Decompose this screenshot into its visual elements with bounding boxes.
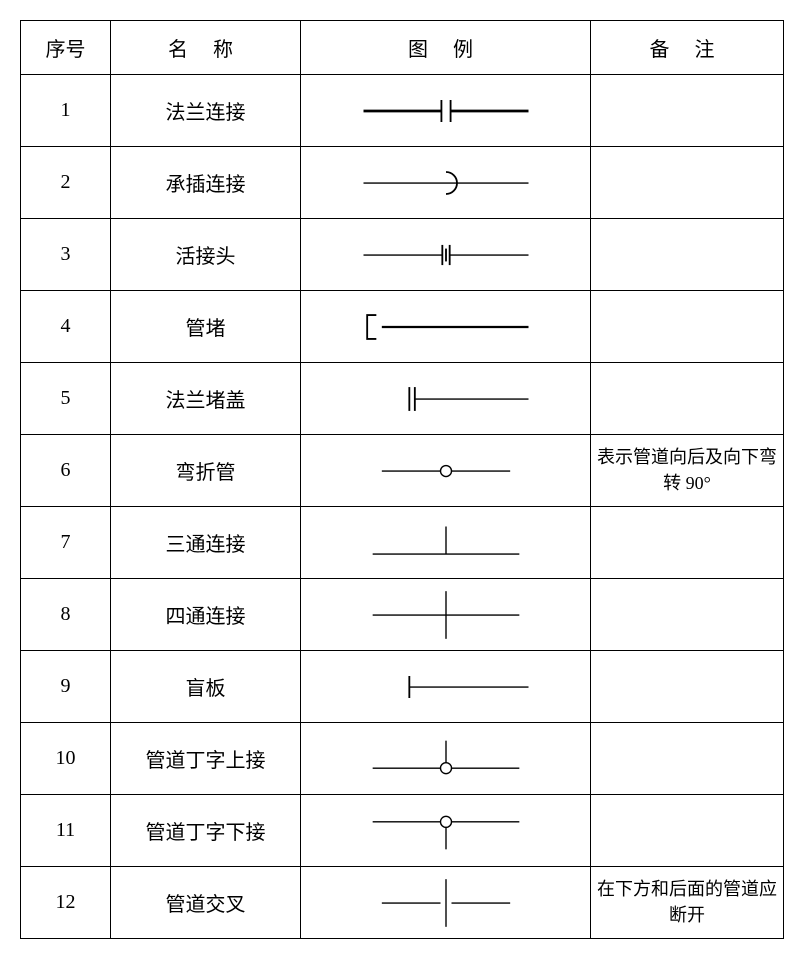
cell-note xyxy=(591,363,784,435)
table-body: 1法兰连接2承插连接3活接头4管堵5法兰堵盖6弯折管 表示管道向后及向下弯转 90… xyxy=(21,75,784,939)
flange-cap-icon xyxy=(302,364,589,433)
cell-seq: 7 xyxy=(21,507,111,579)
col-header-name: 名 称 xyxy=(111,21,301,75)
cell-legend xyxy=(301,219,591,291)
cell-legend xyxy=(301,435,591,507)
pipe-crossing-icon xyxy=(302,868,589,937)
cell-seq: 12 xyxy=(21,867,111,939)
cell-seq: 1 xyxy=(21,75,111,147)
cell-legend xyxy=(301,651,591,723)
cell-seq: 5 xyxy=(21,363,111,435)
cell-seq: 4 xyxy=(21,291,111,363)
col-header-legend: 图 例 xyxy=(301,21,591,75)
socket-connection-icon xyxy=(302,148,589,217)
table-row: 8四通连接 xyxy=(21,579,784,651)
cell-note xyxy=(591,75,784,147)
table-row: 5法兰堵盖 xyxy=(21,363,784,435)
tee-down-icon xyxy=(302,796,589,865)
table-row: 9盲板 xyxy=(21,651,784,723)
cell-note xyxy=(591,291,784,363)
cell-name: 法兰连接 xyxy=(111,75,301,147)
cell-note xyxy=(591,723,784,795)
cell-note xyxy=(591,219,784,291)
cell-seq: 2 xyxy=(21,147,111,219)
cell-seq: 3 xyxy=(21,219,111,291)
table-row: 1法兰连接 xyxy=(21,75,784,147)
cell-name: 法兰堵盖 xyxy=(111,363,301,435)
cell-name: 四通连接 xyxy=(111,579,301,651)
cell-legend xyxy=(301,147,591,219)
cell-legend xyxy=(301,579,591,651)
cross-connection-icon xyxy=(302,580,589,649)
cell-legend xyxy=(301,75,591,147)
cell-legend xyxy=(301,723,591,795)
pipe-plug-icon xyxy=(302,292,589,361)
table-row: 7三通连接 xyxy=(21,507,784,579)
table-row: 3活接头 xyxy=(21,219,784,291)
table-row: 12管道交叉 在下方和后面的管道应断开 xyxy=(21,867,784,939)
cell-seq: 11 xyxy=(21,795,111,867)
table-row: 11管道丁字下接 xyxy=(21,795,784,867)
blind-plate-icon xyxy=(302,652,589,721)
pipe-symbol-table: 序号 名 称 图 例 备 注 1法兰连接2承插连接3活接头4管堵5法兰堵盖6弯折… xyxy=(20,20,784,939)
cell-seq: 10 xyxy=(21,723,111,795)
table-row: 4管堵 xyxy=(21,291,784,363)
cell-note: 表示管道向后及向下弯转 90° xyxy=(591,435,784,507)
cell-note xyxy=(591,147,784,219)
flange-connection-icon xyxy=(302,76,589,145)
cell-note xyxy=(591,507,784,579)
cell-legend xyxy=(301,291,591,363)
bend-pipe-icon xyxy=(302,436,589,505)
col-header-note: 备 注 xyxy=(591,21,784,75)
cell-legend xyxy=(301,795,591,867)
table-row: 10管道丁字上接 xyxy=(21,723,784,795)
union-joint-icon xyxy=(302,220,589,289)
cell-seq: 9 xyxy=(21,651,111,723)
cell-legend xyxy=(301,363,591,435)
tee-connection-icon xyxy=(302,508,589,577)
cell-note xyxy=(591,579,784,651)
cell-seq: 8 xyxy=(21,579,111,651)
table-row: 6弯折管 表示管道向后及向下弯转 90° xyxy=(21,435,784,507)
cell-name: 管道交叉 xyxy=(111,867,301,939)
cell-name: 盲板 xyxy=(111,651,301,723)
cell-name: 管道丁字上接 xyxy=(111,723,301,795)
table-row: 2承插连接 xyxy=(21,147,784,219)
cell-seq: 6 xyxy=(21,435,111,507)
cell-name: 承插连接 xyxy=(111,147,301,219)
cell-name: 管堵 xyxy=(111,291,301,363)
col-header-seq: 序号 xyxy=(21,21,111,75)
cell-legend xyxy=(301,867,591,939)
cell-name: 管道丁字下接 xyxy=(111,795,301,867)
cell-legend xyxy=(301,507,591,579)
cell-name: 活接头 xyxy=(111,219,301,291)
table-header-row: 序号 名 称 图 例 备 注 xyxy=(21,21,784,75)
tee-up-icon xyxy=(302,724,589,793)
cell-note: 在下方和后面的管道应断开 xyxy=(591,867,784,939)
cell-name: 弯折管 xyxy=(111,435,301,507)
cell-note xyxy=(591,651,784,723)
cell-name: 三通连接 xyxy=(111,507,301,579)
cell-note xyxy=(591,795,784,867)
